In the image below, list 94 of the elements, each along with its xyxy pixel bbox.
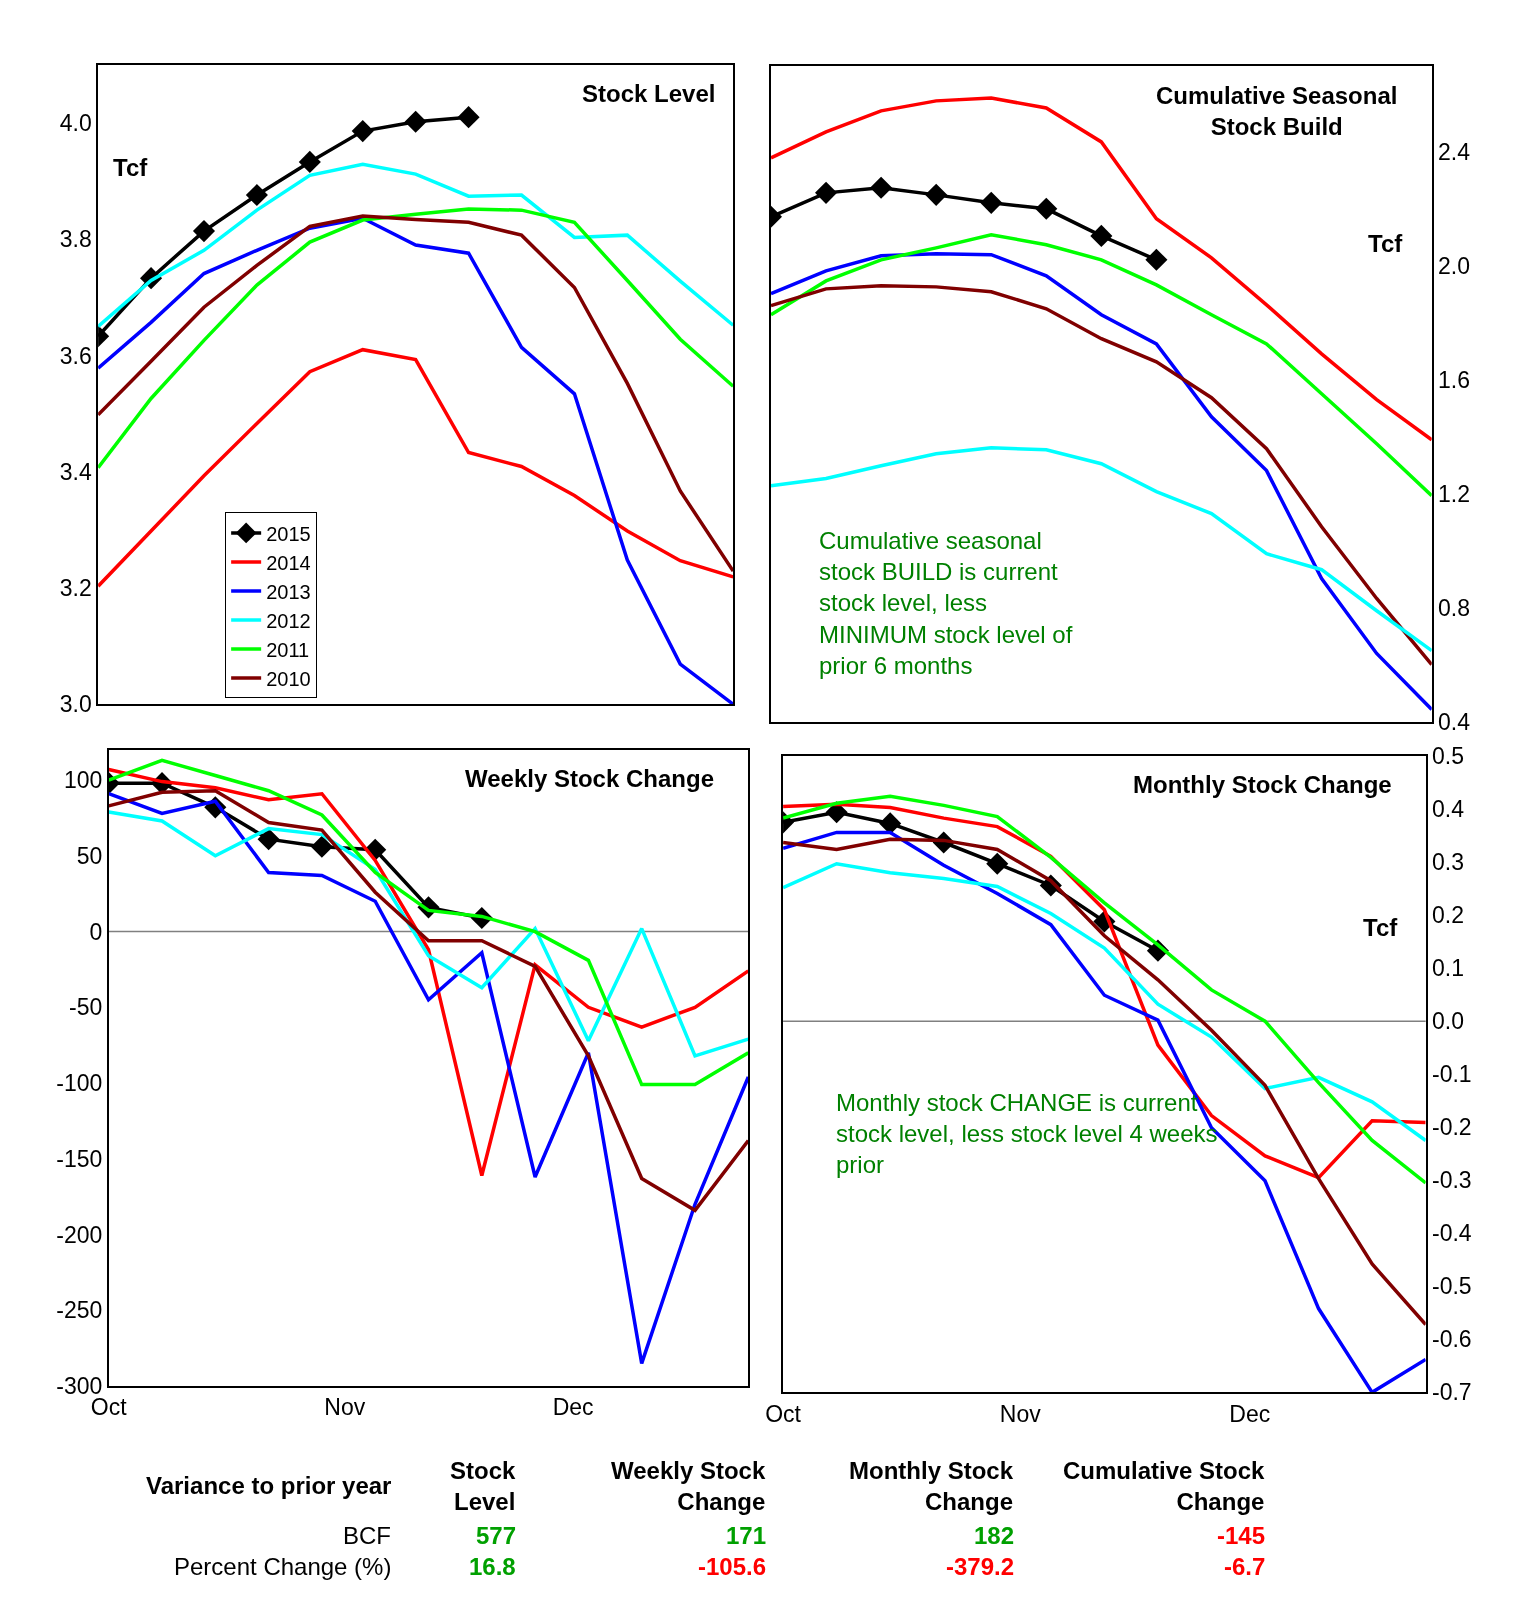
text: Variance to prior year [146,1472,392,1499]
point [1035,197,1058,220]
legend-label: 2015 [266,522,311,545]
data-label: -145 [1217,1522,1266,1549]
data-label: -105.6 [698,1553,767,1580]
y-tick-label: -150 [56,1145,103,1172]
legend-label: 2012 [266,609,311,632]
y-tick-label: 100 [64,767,103,794]
category-label: Weekly Stock Change [611,1457,766,1516]
y-tick-label: 1.2 [1438,480,1471,507]
y-tick-label: 0.4 [1438,708,1471,735]
line-series [108,758,749,1087]
line-series [770,252,1432,712]
y2-tick-label: 0.1 [1432,955,1465,982]
point [298,150,321,173]
point [257,828,280,851]
data-label: -6.7 [1224,1553,1266,1580]
y-tick-label: 50 [76,842,103,869]
text: Weekly Stock Change [465,765,714,792]
x-tick-label: Oct [765,1400,802,1427]
point [351,120,374,143]
point [1145,248,1168,271]
line-series [98,216,734,705]
point [925,183,948,206]
text: Stock Level [582,80,716,107]
y2-tick-label: 0.3 [1432,849,1465,876]
category-label: Monthly Stock Change [849,1457,1014,1516]
y-tick-label: 4.0 [59,110,92,137]
annotation: Monthly stock CHANGE is current stock level, less stock level 4 weeks prior [836,1089,1218,1179]
y-tick-label: 0.8 [1438,594,1471,621]
x-tick-label: Dec [552,1394,594,1421]
point [310,835,333,858]
category-label: Cumulative Stock Change [1063,1457,1266,1516]
y2-tick-label: -0.5 [1432,1273,1472,1300]
point [245,183,268,207]
data-label: -379.2 [946,1553,1015,1580]
y-tick-label: 3.0 [59,691,92,718]
point [879,812,902,835]
point [986,852,1009,875]
x-tick-label: Dec [1229,1400,1271,1427]
y-axis-title: Tcf [113,154,149,181]
text: Percent Change (%) [174,1553,392,1580]
y-tick-label: 3.6 [59,342,92,369]
y2-tick-label: 0.5 [1432,743,1465,770]
text: Cumulative Seasonal Stock Build [1156,82,1398,141]
line-series [108,810,749,1058]
data-label: 182 [974,1522,1015,1549]
y-tick-label: 2.4 [1438,138,1471,165]
text: BCF [343,1522,391,1549]
x-tick-label: Oct [90,1394,128,1421]
y-tick-label: -200 [56,1221,103,1248]
point [980,191,1003,214]
y2-axis-title: Tcf [1363,914,1399,941]
y-tick-label: 0 [89,918,103,945]
y-tick-label: -50 [69,994,103,1021]
y-tick-label: 1.6 [1438,366,1471,393]
data-label: 16.8 [469,1553,516,1580]
x-tick-label: Nov [324,1394,366,1421]
y2-tick-label: -0.7 [1432,1379,1472,1406]
line-series [98,207,734,470]
annotation: Cumulative seasonal stock BUILD is current stock level, less MINIMUM stock level of prior 6 months [819,527,1073,679]
text: Monthly Stock Change [1133,771,1392,798]
y-tick-label: 3.8 [59,226,92,253]
y-tick-label: -100 [56,1070,103,1097]
y-tick-label: 3.2 [59,575,92,602]
x-tick-label: Nov [999,1400,1042,1427]
y2-tick-label: 0.0 [1432,1008,1465,1035]
point [192,220,216,243]
point [457,106,480,129]
y2-tick-label: -0.6 [1432,1326,1472,1353]
legend-label: 2014 [266,551,311,574]
y-tick-label: 3.4 [59,458,92,485]
category-label: Stock Level [450,1457,517,1516]
y2-tick-label: 0.2 [1432,902,1465,929]
data-label: 577 [476,1522,517,1549]
y-tick-label: 2.0 [1438,252,1471,279]
point [870,176,893,199]
data-label: 171 [726,1522,767,1549]
line-series [770,232,1432,498]
y2-tick-label: -0.1 [1432,1061,1472,1088]
y-axis-title: Tcf [1368,230,1404,257]
point [1090,224,1113,247]
y2-tick-label: -0.3 [1432,1167,1472,1194]
y2-tick-label: -0.4 [1432,1220,1472,1247]
line-series [783,861,1426,1143]
line-series [98,214,734,573]
legend-label: 2013 [266,580,311,603]
legend-label: 2010 [266,667,311,690]
y2-tick-label: -0.2 [1432,1114,1472,1141]
point [814,181,838,204]
legend-label: 2011 [266,638,310,661]
line-series [770,446,1432,653]
point [404,110,427,133]
y-tick-label: -250 [56,1297,103,1324]
